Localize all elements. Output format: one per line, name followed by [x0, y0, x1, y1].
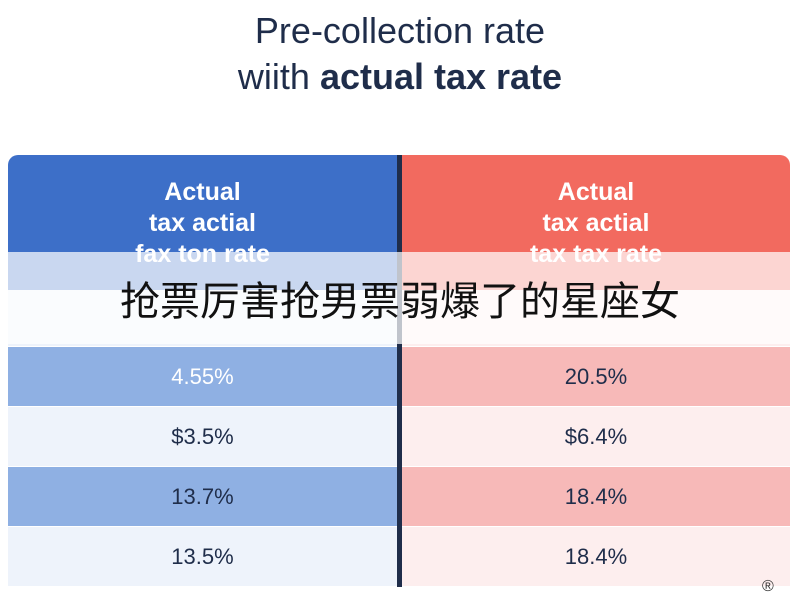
table-cell: $3.5% [8, 406, 397, 466]
table-cell: 13.7% [8, 466, 397, 526]
title-line-2: wiith actual tax rate [0, 56, 800, 98]
title-line-1: Pre-collection rate [254, 10, 546, 51]
header-line: Actual [164, 178, 241, 206]
header-line: Actual [557, 178, 635, 206]
table-cell: 18.4% [402, 466, 790, 526]
corner-mark: ® [762, 578, 774, 595]
table-cell: 4.55% [8, 346, 397, 406]
overlay-caption: 抢票厉害抢男票弱爆了的星座女 [0, 252, 800, 344]
table-cell: $6.4% [402, 406, 790, 466]
table-cell: 18.4% [402, 526, 790, 586]
column-divider [397, 155, 402, 587]
table-cell: 20.5% [402, 346, 790, 406]
table-cell: 13.5% [8, 526, 397, 586]
header-line: tax actial [542, 209, 650, 237]
header-line: tax actial [148, 209, 256, 237]
title-bold: actual tax rate [319, 56, 563, 97]
title-prefix: wiith [237, 56, 310, 97]
